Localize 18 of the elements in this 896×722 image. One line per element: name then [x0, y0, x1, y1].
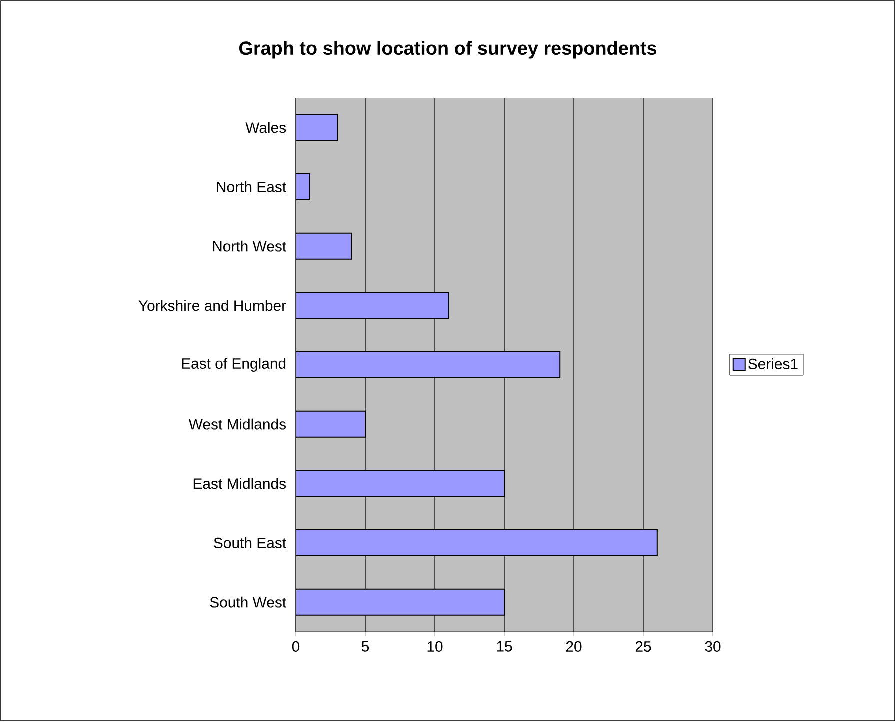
x-tick-label: 10: [428, 641, 443, 652]
y-tick-label: North West: [213, 240, 286, 252]
y-tick-label: North East: [217, 182, 286, 192]
x-tick-label: 5: [362, 641, 370, 652]
y-tick-label: Yorkshire and Humber: [138, 300, 286, 312]
chart-title: Graph to show location of survey respondents: [239, 41, 657, 59]
y-tick-label: West Midlands: [188, 418, 286, 430]
y-tick-label: Wales: [246, 122, 286, 134]
legend-label: Series1: [748, 358, 798, 370]
x-tick-label: 30: [705, 641, 721, 652]
x-tick-label: 0: [292, 641, 300, 652]
y-tick-label: South West: [210, 596, 286, 608]
y-tick-label: South East: [214, 538, 286, 548]
x-tick-label: 15: [497, 641, 512, 652]
y-tick-label: East Midlands: [194, 478, 286, 490]
x-tick-label: 25: [636, 641, 652, 652]
y-tick-label: East of England: [182, 358, 286, 372]
x-tick-label: 20: [566, 641, 582, 652]
